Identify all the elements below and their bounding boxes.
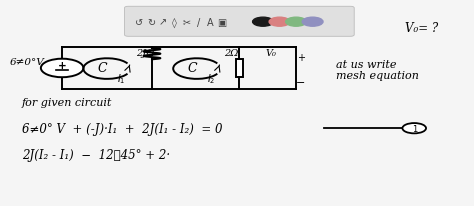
Text: ↗: ↗ — [159, 18, 167, 28]
Text: A: A — [207, 18, 213, 28]
Text: C: C — [187, 62, 197, 75]
Text: ◊: ◊ — [172, 18, 177, 28]
Text: V₀= ?: V₀= ? — [405, 22, 438, 35]
Text: mesh equation: mesh equation — [336, 70, 419, 80]
Text: 1: 1 — [411, 124, 417, 133]
FancyBboxPatch shape — [236, 60, 243, 78]
Circle shape — [41, 59, 83, 78]
Text: ↺: ↺ — [135, 18, 143, 28]
Text: ↻: ↻ — [147, 18, 155, 28]
Text: 2Ω: 2Ω — [224, 48, 238, 57]
Text: at us write: at us write — [336, 60, 397, 70]
Circle shape — [253, 18, 273, 27]
Text: 6≠0° V  + (-J)·I₁  +  2J(I₁ - I₂)  = 0: 6≠0° V + (-J)·I₁ + 2J(I₁ - I₂) = 0 — [22, 122, 222, 135]
Text: /: / — [197, 18, 200, 28]
Text: C: C — [98, 62, 107, 75]
Circle shape — [302, 18, 323, 27]
Circle shape — [286, 18, 307, 27]
Text: 2JΩ: 2JΩ — [136, 48, 154, 57]
Text: +: + — [58, 61, 66, 70]
Text: $I_{2}$: $I_{2}$ — [207, 71, 215, 85]
Text: 2J(I₂ - I₁)  −  12≄45° + 2·: 2J(I₂ - I₁) − 12≄45° + 2· — [22, 149, 170, 162]
Circle shape — [269, 18, 290, 27]
Text: +: + — [297, 53, 305, 62]
Text: 6≠0°V: 6≠0°V — [9, 58, 44, 67]
Text: ✂: ✂ — [182, 18, 191, 28]
FancyBboxPatch shape — [125, 7, 354, 37]
Circle shape — [402, 123, 426, 134]
Text: −: − — [296, 78, 305, 88]
Text: ▣: ▣ — [217, 18, 227, 28]
Text: V₀: V₀ — [265, 48, 276, 57]
Text: for given circuit: for given circuit — [22, 98, 112, 108]
Text: $I_{1}$: $I_{1}$ — [117, 71, 126, 85]
